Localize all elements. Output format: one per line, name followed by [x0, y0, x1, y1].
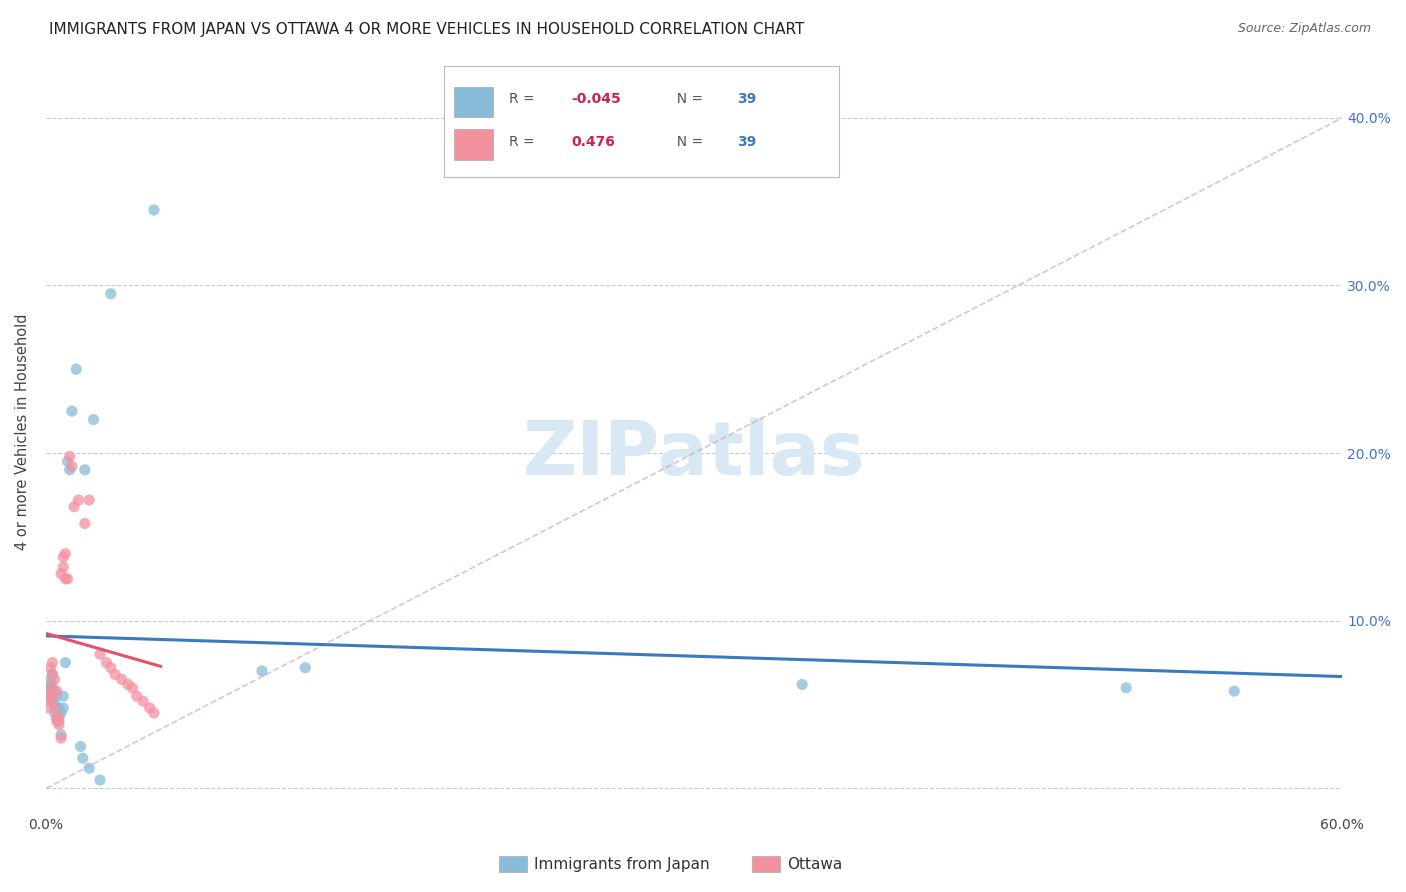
Point: [104, 667, 127, 681]
Point: [250, 664, 273, 678]
Point: [110, 673, 132, 687]
Point: [52, 701, 75, 715]
Point: [73, 516, 96, 531]
Point: [44, 706, 66, 720]
Point: [77, 761, 100, 775]
Point: [41, 689, 63, 703]
Point: [37, 689, 59, 703]
Point: [96, 656, 118, 670]
Point: [100, 286, 122, 301]
Point: [45, 711, 67, 725]
Point: [60, 459, 83, 474]
Text: Ottawa: Ottawa: [787, 857, 842, 871]
Point: [89, 772, 111, 787]
Point: [45, 689, 67, 703]
Point: [41, 689, 63, 703]
Point: [37, 701, 59, 715]
Point: [49, 731, 72, 745]
Text: 39: 39: [737, 136, 756, 149]
Point: [59, 450, 82, 464]
Point: [39, 661, 62, 675]
Point: [73, 463, 96, 477]
Point: [48, 714, 70, 729]
Point: [67, 493, 90, 508]
Text: -0.045: -0.045: [571, 92, 620, 106]
Point: [49, 728, 72, 742]
Point: [83, 412, 105, 426]
Point: [138, 701, 160, 715]
Point: [65, 362, 87, 376]
Point: [49, 706, 72, 720]
Point: [49, 566, 72, 581]
Point: [143, 202, 166, 217]
Point: [100, 661, 122, 675]
Text: Immigrants from Japan: Immigrants from Japan: [534, 857, 710, 871]
Point: [69, 739, 91, 754]
Point: [117, 677, 139, 691]
Point: [41, 694, 63, 708]
Point: [52, 560, 75, 574]
Point: [39, 694, 62, 708]
Point: [48, 711, 70, 725]
Point: [39, 677, 62, 691]
Point: [89, 647, 111, 661]
Point: [56, 572, 79, 586]
Text: ZIPatlas: ZIPatlas: [523, 418, 866, 491]
Point: [55, 656, 77, 670]
Point: [72, 751, 94, 765]
Point: [125, 689, 148, 703]
Text: 0.476: 0.476: [571, 136, 614, 149]
Text: N =: N =: [668, 92, 707, 106]
Bar: [454, 129, 494, 160]
Point: [39, 684, 62, 698]
Point: [132, 694, 155, 708]
Text: Source: ZipAtlas.com: Source: ZipAtlas.com: [1237, 22, 1371, 36]
Bar: [454, 87, 494, 117]
Point: [792, 677, 814, 691]
Point: [56, 454, 79, 468]
Point: [121, 681, 143, 695]
Point: [63, 500, 86, 514]
Point: [48, 717, 70, 731]
Point: [45, 701, 67, 715]
Text: IMMIGRANTS FROM JAPAN VS OTTAWA 4 OR MORE VEHICLES IN HOUSEHOLD CORRELATION CHAR: IMMIGRANTS FROM JAPAN VS OTTAWA 4 OR MOR…: [49, 22, 804, 37]
Point: [37, 681, 59, 695]
Point: [77, 493, 100, 508]
Point: [52, 689, 75, 703]
Point: [45, 711, 67, 725]
Point: [44, 684, 66, 698]
FancyBboxPatch shape: [444, 66, 839, 177]
Point: [39, 681, 62, 695]
Text: R =: R =: [509, 92, 538, 106]
Point: [41, 667, 63, 681]
Point: [59, 463, 82, 477]
Text: R =: R =: [509, 136, 538, 149]
Point: [60, 404, 83, 418]
Point: [39, 673, 62, 687]
Point: [1223, 684, 1246, 698]
Point: [45, 684, 67, 698]
Point: [44, 698, 66, 712]
Point: [41, 656, 63, 670]
Point: [44, 673, 66, 687]
Point: [55, 572, 77, 586]
Text: 39: 39: [737, 92, 756, 106]
Point: [55, 547, 77, 561]
Point: [41, 667, 63, 681]
Point: [294, 661, 316, 675]
Point: [37, 689, 59, 703]
Point: [1115, 681, 1137, 695]
Point: [52, 549, 75, 564]
Text: N =: N =: [668, 136, 707, 149]
Point: [143, 706, 166, 720]
Point: [44, 701, 66, 715]
Y-axis label: 4 or more Vehicles in Household: 4 or more Vehicles in Household: [15, 314, 30, 550]
Point: [41, 681, 63, 695]
Point: [48, 701, 70, 715]
Point: [45, 714, 67, 729]
